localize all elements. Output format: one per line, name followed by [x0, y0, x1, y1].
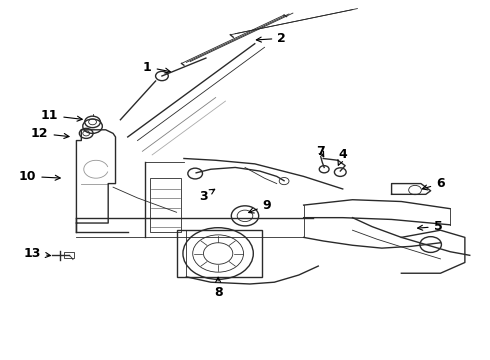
- Text: 8: 8: [214, 277, 222, 300]
- Text: 1: 1: [143, 60, 170, 73]
- Text: 3: 3: [199, 189, 215, 203]
- Text: 6: 6: [422, 177, 445, 190]
- Text: 13: 13: [24, 247, 50, 260]
- Text: 12: 12: [31, 127, 69, 140]
- Bar: [150, 178, 181, 232]
- Text: 5: 5: [417, 220, 442, 233]
- Text: 2: 2: [256, 32, 286, 45]
- Text: 9: 9: [249, 199, 271, 213]
- Bar: [176, 230, 262, 277]
- Bar: [64, 252, 74, 258]
- Text: 4: 4: [338, 148, 347, 165]
- Text: 10: 10: [19, 170, 60, 183]
- Text: 11: 11: [41, 109, 82, 122]
- Text: 7: 7: [317, 145, 325, 158]
